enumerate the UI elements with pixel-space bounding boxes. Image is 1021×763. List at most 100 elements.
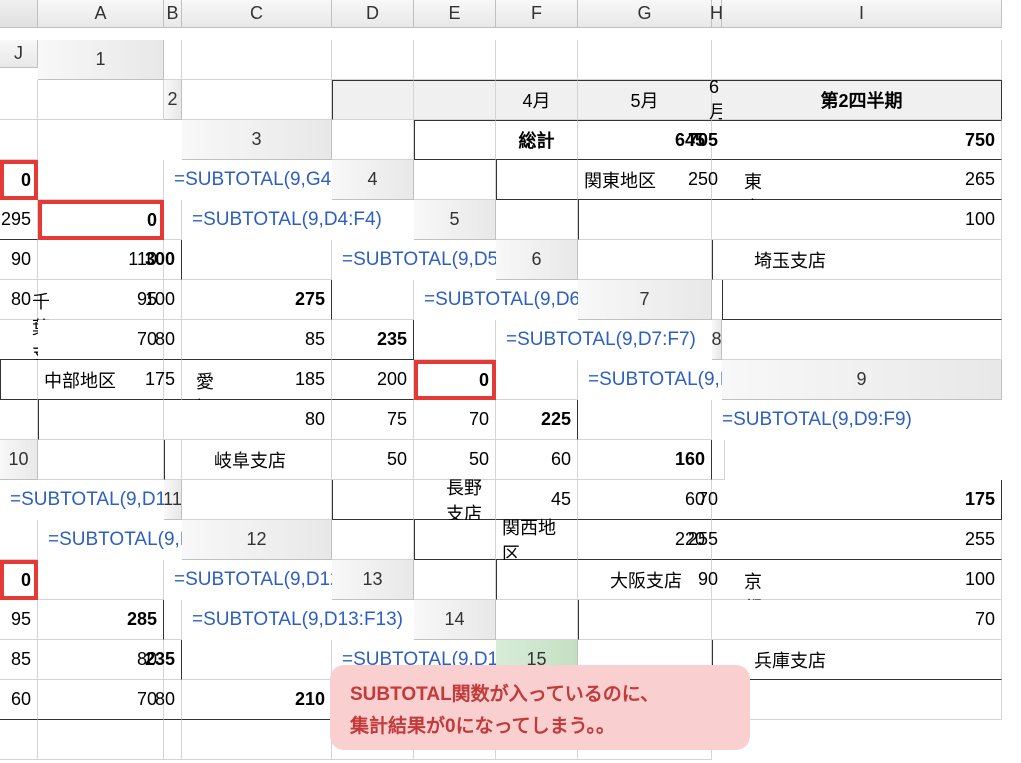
cell-e5[interactable]: 90 [0,240,38,280]
cell-i2[interactable] [38,120,164,160]
cell-b8[interactable] [0,360,38,400]
cell-b7[interactable] [722,280,1002,320]
spreadsheet-grid[interactable]: ABCDEFGHIJ124月5月6月第2四半期3総計6457057500=SUB… [0,0,1021,760]
cell-d7[interactable]: 70 [38,320,164,360]
row-header-3[interactable]: 3 [182,120,332,160]
cell-empty[interactable] [164,40,182,80]
cell-g11[interactable]: 175 [722,480,1002,520]
cell-empty-16-1[interactable] [722,680,1002,720]
cell-e14[interactable]: 85 [0,640,38,680]
cell-f15[interactable]: 80 [164,680,182,720]
cell-d9[interactable]: 80 [182,400,332,440]
label-row12[interactable]: 関西地区 [496,520,578,560]
cell-j2[interactable] [164,120,182,160]
cell-d5[interactable]: 100 [722,200,1002,240]
cell-a8[interactable] [722,320,1002,360]
cell-a9[interactable] [0,400,38,440]
cell-h11[interactable] [0,520,38,560]
cell-b2[interactable] [332,80,414,120]
col-header-H[interactable]: H [712,0,722,28]
cell-h8[interactable] [496,360,578,400]
cell-e4[interactable]: 265 [722,160,1002,200]
cell-a11[interactable] [182,480,332,520]
cell-f10[interactable]: 60 [496,440,578,480]
cell-g3[interactable]: 0 [0,160,38,200]
cell-a2[interactable] [182,80,332,120]
row-header-6[interactable]: 6 [496,240,578,280]
cell-f9[interactable]: 70 [414,400,496,440]
cell-empty[interactable] [182,40,332,80]
cell-h6[interactable] [332,280,414,320]
cell-empty[interactable] [496,40,578,80]
cell-h3[interactable] [38,160,164,200]
cell-empty[interactable] [332,40,414,80]
header-apr[interactable]: 4月 [496,80,578,120]
cell-empty[interactable] [414,40,496,80]
cell-h12[interactable] [38,560,164,600]
cell-g9[interactable]: 225 [496,400,578,440]
cell-empty[interactable] [0,80,38,120]
cell-g5[interactable]: 300 [164,240,182,280]
cell-e9[interactable]: 75 [332,400,414,440]
row-header-10[interactable]: 10 [0,440,38,480]
cell-g13[interactable]: 285 [38,600,164,640]
cell-a3[interactable] [332,120,414,160]
cell-empty[interactable] [578,40,712,80]
label-row7[interactable]: 千葉支店 [0,320,39,360]
cell-h7[interactable] [414,320,496,360]
cell-a6[interactable] [578,240,712,280]
cell-f6[interactable]: 100 [164,280,182,320]
col-header-G[interactable]: G [578,0,712,28]
col-header-I[interactable]: I [722,0,1002,28]
cell-e11[interactable]: 60 [578,480,712,520]
cell-g4[interactable]: 0 [38,200,164,240]
cell-h13[interactable] [164,600,182,640]
cell-c2[interactable] [414,80,496,120]
cell-g7[interactable]: 235 [332,320,414,360]
cell-empty-16-5[interactable] [182,720,332,760]
cell-d14[interactable]: 70 [722,600,1002,640]
cell-f4[interactable]: 295 [0,200,38,240]
cell-g8[interactable]: 0 [414,360,496,400]
cell-g10[interactable]: 160 [578,440,712,480]
cell-b11[interactable] [332,480,414,520]
cell-h10[interactable] [712,440,725,480]
cell-h4[interactable] [164,200,182,240]
label-row11[interactable]: 長野支店 [414,480,496,520]
cell-f3[interactable]: 750 [722,120,1002,160]
row-header-11[interactable]: 11 [164,480,182,520]
cell-a13[interactable] [414,560,496,600]
cell-e15[interactable]: 70 [38,680,164,720]
cell-h5[interactable] [182,240,332,280]
cell-empty[interactable] [722,40,1002,80]
cell-b5[interactable] [578,200,712,240]
label-row13[interactable]: 大阪支店 [578,560,712,600]
label-row10[interactable]: 岐阜支店 [182,440,332,480]
cell-d10[interactable]: 50 [332,440,414,480]
cell-h14[interactable] [182,640,332,680]
cell-empty[interactable] [38,80,164,120]
row-header-9[interactable]: 9 [722,360,1002,400]
cell-b14[interactable] [578,600,712,640]
cell-f12[interactable]: 255 [722,520,1002,560]
row-header-14[interactable]: 14 [414,600,496,640]
header-q2[interactable]: 第2四半期 [722,80,1002,120]
cell-d15[interactable]: 60 [0,680,38,720]
col-header-J[interactable]: J [0,40,38,68]
cell-g12[interactable]: 0 [0,560,38,600]
cell-b3[interactable] [414,120,496,160]
cell-a10[interactable] [38,440,164,480]
cell-h2[interactable] [0,120,38,160]
cell-h9[interactable] [578,400,712,440]
cell-f7[interactable]: 85 [182,320,332,360]
cell-d8[interactable]: 175 [164,360,182,400]
row-header-2[interactable]: 2 [164,80,182,120]
row-header-7[interactable]: 7 [578,280,712,320]
cell-empty-16-2[interactable] [0,720,38,760]
row-header-5[interactable]: 5 [414,200,496,240]
col-header-B[interactable]: B [164,0,182,28]
row-header-8[interactable]: 8 [712,320,722,360]
row-header-13[interactable]: 13 [332,560,414,600]
cell-a12[interactable] [332,520,414,560]
col-header-C[interactable]: C [182,0,332,28]
